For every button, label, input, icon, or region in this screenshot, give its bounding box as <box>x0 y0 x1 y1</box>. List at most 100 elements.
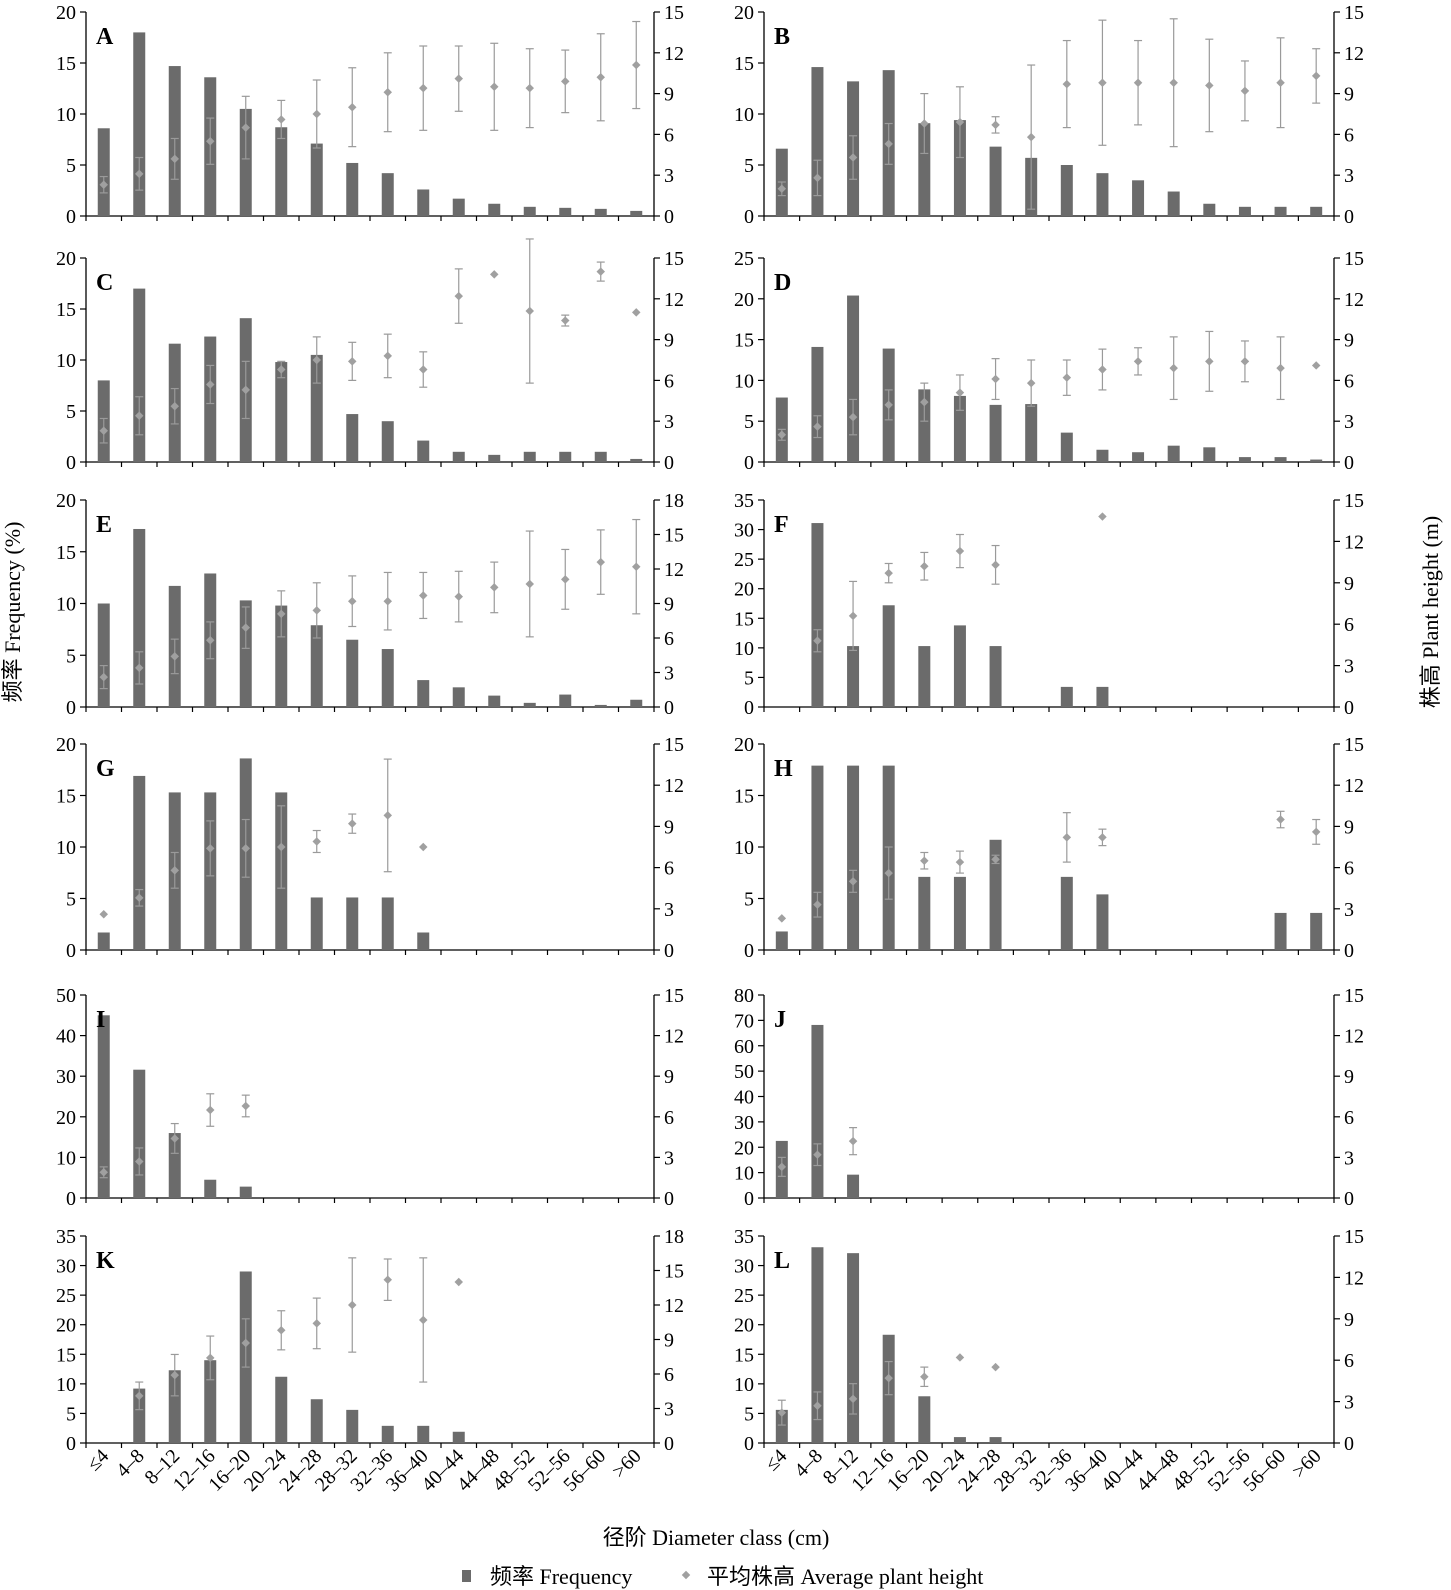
frequency-bar <box>1060 876 1073 950</box>
panel-letter: A <box>96 24 114 50</box>
right-tick-label: 9 <box>664 816 674 838</box>
right-tick-label: 6 <box>1344 614 1354 636</box>
frequency-bar <box>1310 206 1323 216</box>
frequency-bar <box>133 1069 146 1198</box>
frequency-bar <box>1310 912 1323 950</box>
left-tick-label: 30 <box>734 1112 754 1134</box>
height-point <box>1205 357 1214 366</box>
frequency-bar <box>1238 206 1251 216</box>
height-point <box>348 1300 357 1310</box>
panel-i: 0 10 20 30 40 50 0 3 6 9 12 15 I <box>56 985 684 1210</box>
frequency-bar <box>133 32 146 217</box>
legend-point-swatch <box>681 1570 691 1580</box>
left-tick-label: 5 <box>744 889 754 911</box>
frequency-bar <box>346 639 359 707</box>
frequency-bar <box>1167 191 1180 216</box>
height-point <box>1205 81 1214 90</box>
right-tick-label: 6 <box>664 1364 674 1386</box>
panel-h: 0 5 10 15 20 0 3 6 9 12 15 H <box>734 734 1364 962</box>
frequency-bar <box>523 451 536 462</box>
height-point <box>99 426 108 435</box>
left-tick-label: 60 <box>734 1036 754 1058</box>
height-point <box>813 1401 822 1410</box>
frequency-bar <box>847 1253 860 1443</box>
frequency-bar <box>346 414 359 462</box>
frequency-bar <box>381 649 394 707</box>
height-point <box>525 579 534 589</box>
legend-bar-swatch <box>462 1570 471 1582</box>
left-tick-label: 0 <box>744 206 754 228</box>
left-tick-label: 20 <box>56 1315 76 1337</box>
panel-d: 0 5 10 15 20 25 0 3 6 9 12 15 D <box>734 248 1364 474</box>
height-point <box>99 180 108 189</box>
frequency-bar <box>775 931 788 950</box>
x-tick-label: >60 <box>608 1445 646 1483</box>
height-point <box>454 1277 463 1287</box>
height-point <box>1276 363 1285 373</box>
right-tick-label: 15 <box>664 734 684 756</box>
frequency-bar <box>1096 449 1109 462</box>
height-point <box>312 355 321 365</box>
panel-b: 0 5 10 15 20 0 3 6 9 12 15 B <box>734 2 1364 228</box>
left-tick-label: 50 <box>734 1061 754 1083</box>
height-point <box>135 411 144 421</box>
frequency-bar <box>811 1247 824 1443</box>
frequency-bar <box>381 897 394 950</box>
height-point <box>206 380 215 389</box>
frequency-bar <box>953 120 966 216</box>
right-tick-label: 3 <box>664 1147 674 1169</box>
left-tick-label: 10 <box>56 837 76 859</box>
left-tick-label: 10 <box>734 837 754 859</box>
frequency-bar <box>275 127 288 216</box>
frequency-bar <box>239 1186 252 1198</box>
height-point <box>490 583 499 592</box>
height-point <box>1240 357 1250 366</box>
height-point <box>312 606 321 615</box>
height-point <box>848 877 858 886</box>
left-tick-label: 10 <box>56 350 76 372</box>
height-point <box>383 596 392 606</box>
left-tick-label: 5 <box>744 667 754 689</box>
left-tick-label: 10 <box>734 1374 754 1396</box>
height-point <box>561 77 570 86</box>
right-tick-label: 15 <box>1344 985 1364 1007</box>
frequency-bar <box>1203 447 1216 462</box>
panel-f: 0 5 10 15 20 25 30 35 0 3 6 9 12 15 F <box>734 490 1364 719</box>
frequency-bar <box>847 1174 860 1198</box>
frequency-bar <box>1025 404 1038 462</box>
right-tick-label: 3 <box>1344 165 1354 187</box>
height-point <box>277 842 286 852</box>
left-tick-label: 25 <box>734 1285 754 1307</box>
height-point <box>813 422 822 431</box>
y-left-label: 频率 Frequency (%) <box>0 522 25 703</box>
frequency-bar <box>168 1370 181 1443</box>
frequency-bar <box>204 1179 217 1198</box>
height-point <box>1311 71 1321 81</box>
height-point <box>454 592 463 601</box>
frequency-bar <box>559 451 572 462</box>
left-tick-label: 0 <box>66 1433 76 1455</box>
right-tick-label: 15 <box>1344 248 1364 270</box>
frequency-bar <box>1060 686 1073 707</box>
frequency-bar <box>1060 165 1073 216</box>
frequency-bar <box>989 839 1002 950</box>
frequency-bar <box>1310 459 1323 462</box>
frequency-bar <box>1096 686 1109 707</box>
frequency-bar <box>630 699 643 707</box>
left-tick-label: 10 <box>734 370 754 392</box>
frequency-bar <box>346 162 359 216</box>
left-tick-label: 20 <box>56 248 76 270</box>
left-tick-label: 30 <box>734 1256 754 1278</box>
frequency-bar <box>989 1437 1002 1443</box>
height-point <box>955 857 965 867</box>
height-point <box>419 83 428 93</box>
right-tick-label: 0 <box>1344 1433 1354 1455</box>
right-tick-label: 3 <box>664 165 674 187</box>
x-tick-label: ≤4 <box>83 1445 113 1475</box>
height-point <box>1169 78 1178 87</box>
frequency-bar <box>630 458 643 462</box>
frequency-bar <box>417 189 430 216</box>
height-point <box>991 855 1000 864</box>
panel-l: 0510152025303503691215L≤44–88–1212–1616–… <box>734 1226 1364 1496</box>
right-tick-label: 3 <box>1344 1392 1354 1414</box>
